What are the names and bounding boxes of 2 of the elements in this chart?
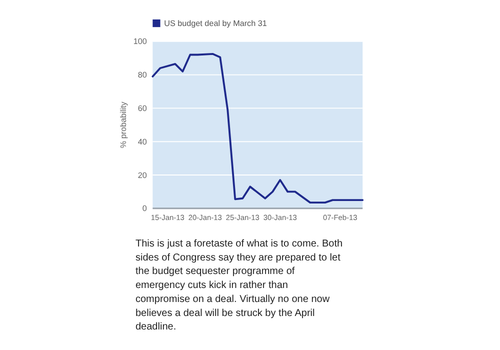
text: This is just a foretaste of what is to come. Both sides of Congress say they are prepared to let the budget sequester programme of emergency cuts kick in rather than compromise on a deal. Virtually no one now believes a deal will be struck by the April deadline. <box>135 238 343 333</box>
line-series <box>152 52 364 204</box>
